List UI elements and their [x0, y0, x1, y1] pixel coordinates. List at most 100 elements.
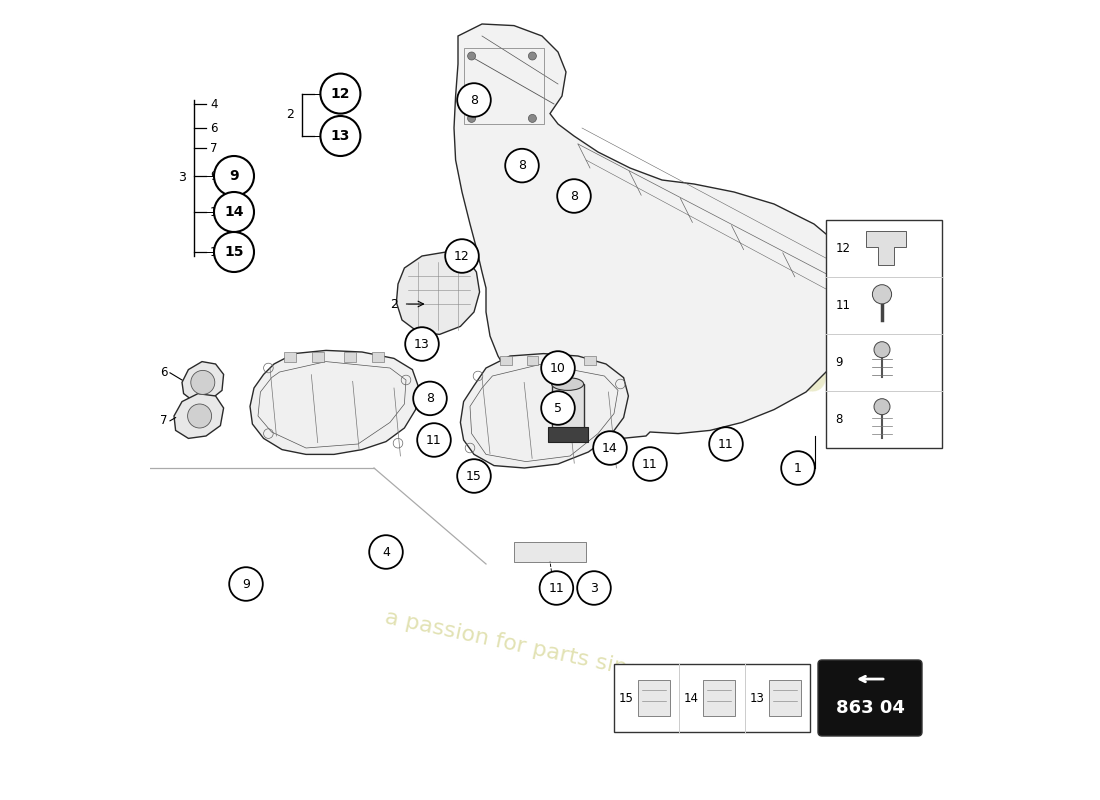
Circle shape [229, 567, 263, 601]
Text: 15: 15 [466, 470, 482, 482]
Text: 8: 8 [570, 190, 578, 202]
Text: 13: 13 [414, 338, 430, 350]
Text: 8: 8 [470, 94, 478, 106]
Text: 3: 3 [178, 171, 186, 185]
Text: 9: 9 [210, 170, 218, 182]
Circle shape [320, 74, 361, 114]
Text: 863 04: 863 04 [836, 699, 904, 717]
Bar [638, 680, 670, 715]
Circle shape [872, 285, 892, 304]
Text: 12: 12 [331, 86, 350, 101]
Circle shape [405, 327, 439, 361]
Text: eu-r.es: eu-r.es [509, 225, 846, 415]
Text: 14: 14 [210, 206, 225, 218]
Text: 2: 2 [390, 298, 398, 310]
Circle shape [414, 382, 447, 415]
Text: 7: 7 [161, 414, 167, 427]
Text: 14: 14 [684, 691, 700, 705]
Text: 10: 10 [550, 362, 565, 374]
Circle shape [458, 83, 491, 117]
Circle shape [468, 114, 475, 122]
Bar [557, 356, 568, 365]
Text: 8: 8 [836, 413, 843, 426]
Polygon shape [866, 231, 906, 265]
Circle shape [417, 423, 451, 457]
Circle shape [370, 535, 403, 569]
Text: 14: 14 [224, 205, 244, 219]
Bar [311, 352, 324, 362]
Bar [343, 352, 356, 362]
Text: 4: 4 [210, 98, 218, 110]
Polygon shape [461, 354, 628, 468]
Circle shape [540, 571, 573, 605]
Bar [514, 542, 586, 562]
Polygon shape [174, 394, 223, 438]
Circle shape [593, 431, 627, 465]
Circle shape [634, 447, 667, 481]
Bar [500, 356, 512, 365]
Polygon shape [396, 252, 480, 334]
Text: 15: 15 [210, 246, 224, 258]
Circle shape [710, 427, 742, 461]
Bar [826, 220, 942, 448]
Bar [614, 664, 810, 732]
Text: 4: 4 [382, 546, 389, 558]
Ellipse shape [551, 378, 584, 390]
Bar [551, 384, 584, 430]
Text: 6: 6 [161, 366, 167, 379]
Circle shape [578, 571, 610, 605]
Text: 11: 11 [549, 582, 564, 594]
Bar [769, 680, 801, 715]
Text: 8: 8 [518, 159, 526, 172]
Circle shape [528, 114, 537, 122]
Text: 11: 11 [718, 438, 734, 450]
Circle shape [190, 370, 214, 394]
Text: 3: 3 [590, 582, 598, 594]
Text: 11: 11 [426, 434, 442, 446]
Bar [703, 680, 735, 715]
Text: 9: 9 [229, 169, 239, 183]
Text: 15: 15 [224, 245, 244, 259]
Text: 6: 6 [210, 122, 218, 134]
Bar [584, 356, 595, 365]
Circle shape [446, 239, 478, 273]
Bar [548, 427, 587, 442]
Text: 1: 1 [794, 462, 802, 474]
Circle shape [874, 342, 890, 358]
Bar [527, 356, 538, 365]
Circle shape [541, 351, 575, 385]
Text: 2: 2 [286, 108, 294, 122]
Circle shape [214, 232, 254, 272]
Circle shape [558, 179, 591, 213]
Text: 13: 13 [331, 129, 350, 143]
Circle shape [188, 404, 211, 428]
Circle shape [781, 451, 815, 485]
Text: a passion for parts since 1985: a passion for parts since 1985 [383, 607, 717, 697]
Polygon shape [454, 24, 858, 438]
Text: 9: 9 [242, 578, 250, 590]
Text: 14: 14 [602, 442, 618, 454]
Text: 5: 5 [554, 402, 562, 414]
Bar [464, 48, 544, 124]
Circle shape [458, 459, 491, 493]
Ellipse shape [551, 424, 584, 437]
Polygon shape [182, 362, 223, 402]
Circle shape [874, 398, 890, 414]
Circle shape [505, 149, 539, 182]
Text: 15: 15 [619, 691, 634, 705]
Text: 11: 11 [642, 458, 658, 470]
Circle shape [528, 52, 537, 60]
Text: 12: 12 [454, 250, 470, 262]
Text: 9: 9 [836, 356, 843, 369]
Bar [284, 352, 296, 362]
Circle shape [468, 52, 475, 60]
FancyBboxPatch shape [818, 660, 922, 736]
Circle shape [320, 116, 361, 156]
Bar [372, 352, 384, 362]
Text: 8: 8 [426, 392, 434, 405]
Circle shape [541, 391, 575, 425]
Text: 12: 12 [836, 242, 850, 255]
Circle shape [214, 192, 254, 232]
Text: 7: 7 [210, 142, 218, 154]
Circle shape [214, 156, 254, 196]
